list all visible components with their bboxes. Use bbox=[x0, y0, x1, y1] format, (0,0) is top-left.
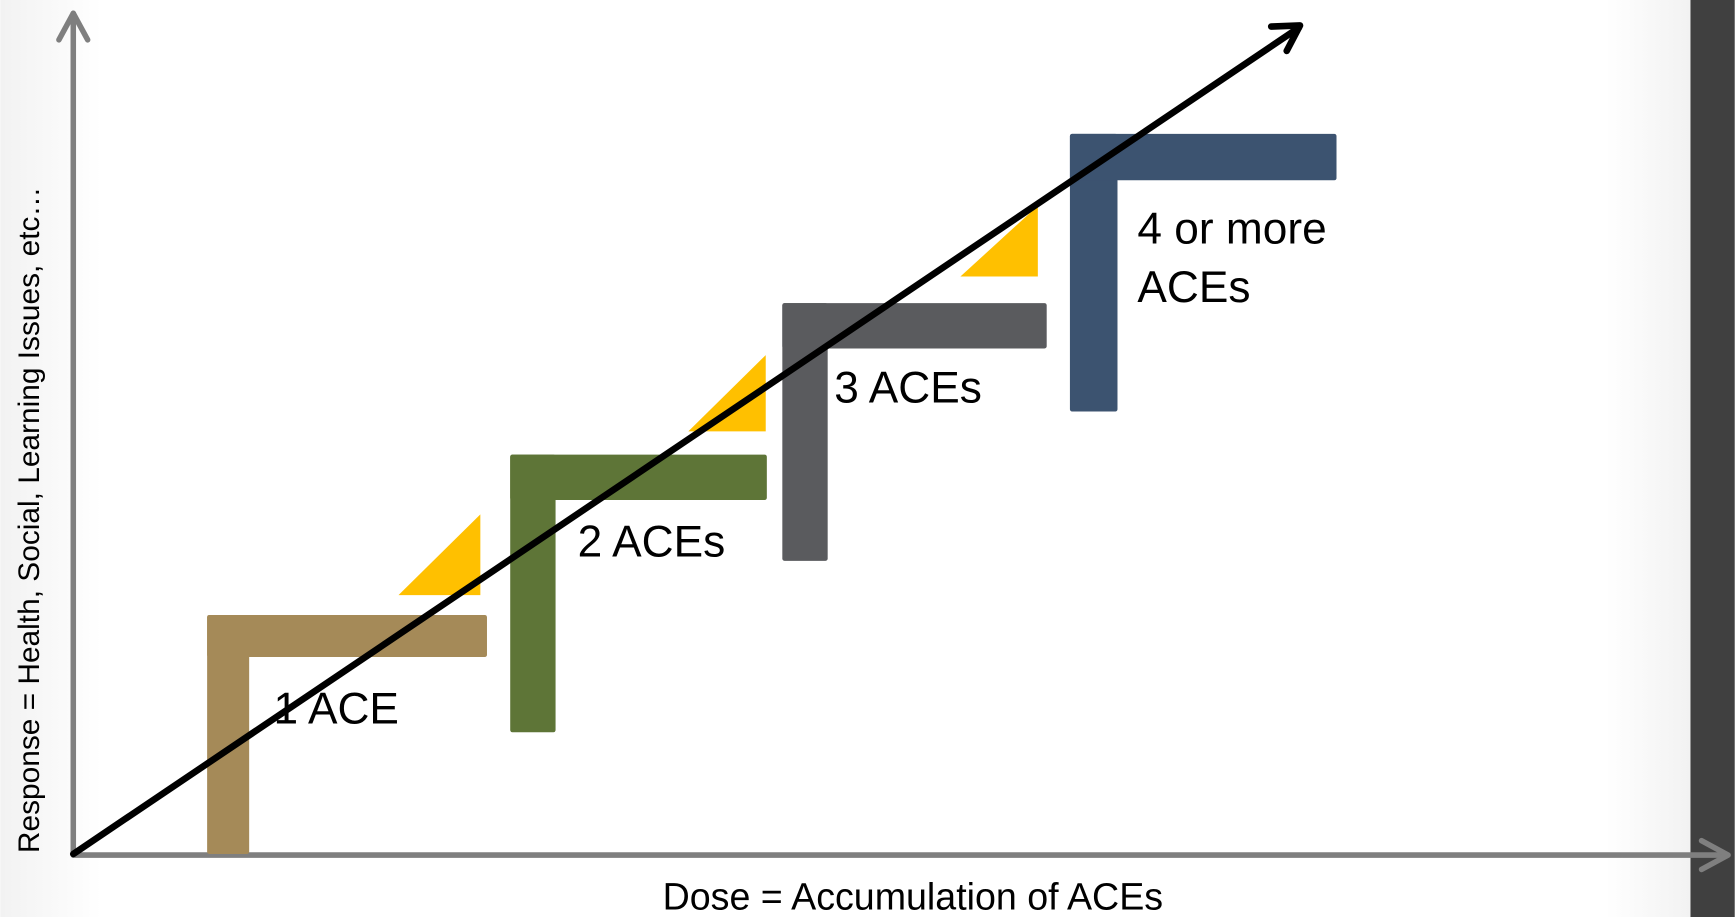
step-label: 2 ACEs bbox=[578, 517, 726, 566]
trend-arrow bbox=[69, 22, 1304, 858]
step-tread bbox=[782, 303, 1047, 349]
step-label: 1 ACE bbox=[273, 684, 398, 733]
axes bbox=[56, 10, 1731, 873]
step-2 bbox=[510, 454, 767, 733]
trend-arrowhead bbox=[1267, 22, 1304, 55]
step-label: 4 or more bbox=[1137, 204, 1326, 253]
triangle bbox=[688, 355, 766, 432]
step-tread bbox=[207, 615, 487, 658]
step-tread bbox=[510, 454, 767, 500]
step-label: ACEs bbox=[1137, 263, 1250, 312]
step-riser bbox=[510, 454, 556, 733]
side-bar bbox=[1690, 0, 1735, 917]
triangle bbox=[398, 514, 481, 596]
x-axis-arrow bbox=[1698, 837, 1731, 873]
y-axis-label: Response = Health, Social, Learning Issu… bbox=[13, 187, 46, 853]
step-riser bbox=[207, 615, 250, 854]
y-axis-arrow bbox=[56, 10, 91, 43]
step-riser bbox=[1069, 133, 1118, 412]
step-4 bbox=[1069, 133, 1337, 412]
step-label: 3 ACEs bbox=[834, 364, 982, 413]
x-axis-label: Dose = Accumulation of ACEs bbox=[663, 875, 1163, 917]
trend-line bbox=[69, 24, 1303, 858]
step-tread bbox=[1069, 133, 1337, 181]
background bbox=[0, 0, 1691, 917]
